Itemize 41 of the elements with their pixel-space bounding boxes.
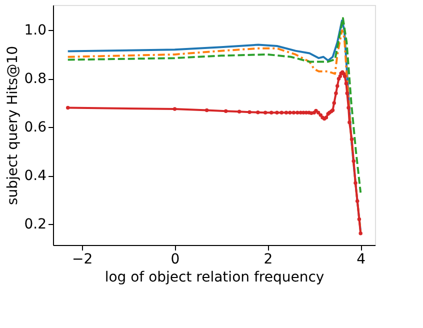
point [342, 74, 347, 78]
point [318, 113, 323, 117]
point [224, 109, 228, 114]
point [316, 110, 320, 115]
point [354, 181, 358, 185]
y-axis-title: subject query Hits@10 [5, 46, 22, 206]
point [355, 199, 360, 203]
point [357, 217, 362, 222]
point [263, 110, 268, 115]
point [350, 137, 354, 142]
point [338, 74, 342, 78]
x-tick-label: 4 [356, 252, 366, 268]
point [352, 159, 356, 163]
point [248, 110, 252, 114]
point [256, 110, 260, 114]
point [280, 110, 284, 115]
point [332, 101, 336, 105]
point [204, 108, 209, 112]
point [335, 84, 340, 88]
point [334, 91, 338, 96]
point [66, 106, 70, 110]
point [344, 82, 348, 86]
point [345, 91, 349, 96]
y-tick-label: 1.0 [24, 22, 46, 39]
y-tick-label: 0.2 [24, 216, 46, 233]
point [284, 110, 288, 115]
point [172, 107, 177, 111]
y-tick-label: 0.8 [24, 71, 46, 88]
line-series [66, 17, 362, 194]
point [275, 110, 279, 115]
point [348, 120, 352, 124]
x-tick-label: 2 [264, 252, 273, 268]
y-tick-label: 0.6 [24, 120, 47, 136]
point [237, 110, 242, 114]
point [346, 106, 350, 110]
x-tick-label: −2 [72, 252, 93, 268]
x-axis-title: log of object relation frequency [104, 270, 324, 286]
x-tick-label: 0 [170, 252, 180, 268]
point [358, 231, 362, 236]
point [292, 110, 296, 115]
y-tick-label: 0.4 [24, 168, 47, 184]
